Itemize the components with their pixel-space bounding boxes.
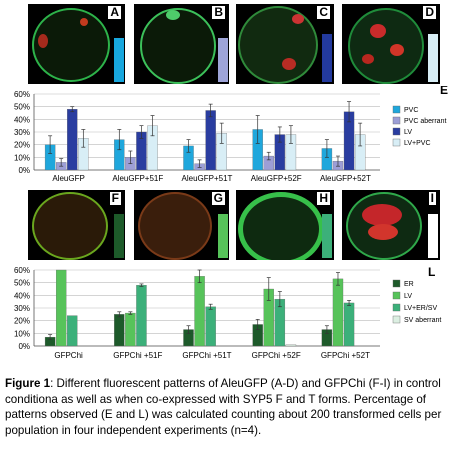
micrograph-d: D xyxy=(342,4,440,84)
micrograph-f: F xyxy=(28,190,125,260)
chart-e-label: E xyxy=(440,86,448,97)
bar-lv xyxy=(194,276,205,347)
legend-label: LV+ER/SV xyxy=(404,305,437,312)
chart-l-label: L xyxy=(428,265,435,279)
y-tick-label: 0% xyxy=(18,342,30,351)
panel-label-c: C xyxy=(317,5,330,19)
panel-label-f: F xyxy=(109,191,121,205)
legend-swatch xyxy=(392,279,401,288)
bar-lv xyxy=(332,278,344,347)
x-category-label: AleuGFP+51T xyxy=(182,174,233,183)
x-category-label: GFPChi +52T xyxy=(321,351,370,360)
bar-er xyxy=(114,314,125,347)
y-tick-label: 10% xyxy=(14,329,30,338)
x-category-label: AleuGFP xyxy=(52,174,84,183)
legend-label: ER xyxy=(404,281,414,288)
caption-figure-label: Figure 1 xyxy=(5,377,51,390)
y-tick-label: 0% xyxy=(18,166,30,175)
micrograph-h: H xyxy=(236,190,334,260)
y-tick-label: 50% xyxy=(14,279,30,288)
legend-label: PVC aberrant xyxy=(404,118,446,125)
x-category-label: GFPChi +52F xyxy=(252,351,301,360)
legend-swatch xyxy=(392,127,401,136)
caption-text: : Different fluorescent patterns of Aleu… xyxy=(5,377,442,437)
legend-swatch xyxy=(392,105,401,114)
y-tick-label: 60% xyxy=(14,266,30,275)
y-tick-label: 20% xyxy=(14,317,30,326)
bar-lv xyxy=(67,109,78,171)
bar-lv xyxy=(125,312,136,347)
micrograph-c: C xyxy=(236,4,334,84)
legend-swatch xyxy=(392,138,401,147)
y-tick-label: 10% xyxy=(14,153,30,162)
y-tick-label: 30% xyxy=(14,128,30,137)
legend-swatch xyxy=(392,116,401,125)
legend-swatch xyxy=(392,291,401,300)
y-tick-label: 40% xyxy=(14,291,30,300)
bar-lv-er-sv xyxy=(205,306,216,347)
panel-label-h: H xyxy=(317,191,330,205)
bar-lv xyxy=(55,269,67,347)
y-tick-label: 20% xyxy=(14,141,30,150)
legend-label: LV+PVC xyxy=(404,140,431,147)
y-tick-label: 40% xyxy=(14,115,30,124)
x-category-label: GFPChi +51T xyxy=(182,351,231,360)
bar-lv-er-sv xyxy=(343,302,355,347)
y-tick-label: 50% xyxy=(14,103,30,112)
panel-label-g: G xyxy=(211,191,225,205)
micrograph-b: B xyxy=(134,4,229,84)
micrograph-a: A xyxy=(28,4,125,84)
x-category-label: GFPChi +51F xyxy=(113,351,162,360)
x-category-label: GFPChi xyxy=(54,351,83,360)
panel-label-i: I xyxy=(428,191,436,205)
legend-label: PVC xyxy=(404,107,418,114)
panel-label-b: B xyxy=(212,5,225,19)
legend-label: LV xyxy=(404,293,412,300)
legend-label: SV aberrant xyxy=(404,317,441,324)
micrograph-i: I xyxy=(342,190,440,260)
bar-lv xyxy=(205,110,216,171)
x-category-label: AleuGFP+52T xyxy=(320,174,371,183)
legend-swatch xyxy=(392,303,401,312)
y-tick-label: 30% xyxy=(14,304,30,313)
x-category-label: AleuGFP+52F xyxy=(251,174,302,183)
x-category-label: AleuGFP+51F xyxy=(112,174,163,183)
chart-e: E 0% 10% 20% 30% 40% 50% 60% AleuGFP AleuGFP+51F… xyxy=(14,86,448,183)
panel-label-d: D xyxy=(423,5,436,19)
bar-lv-er-sv xyxy=(136,285,147,347)
bar-sv-aberrant xyxy=(285,344,297,347)
figure-caption: Figure 1: Different fluorescent patterns… xyxy=(5,376,461,438)
legend-swatch xyxy=(392,315,401,324)
y-tick-label: 60% xyxy=(14,90,30,99)
bar-lv-er-sv xyxy=(67,315,78,347)
panel-label-a: A xyxy=(108,5,121,19)
legend-label: LV xyxy=(404,129,412,136)
chart-l: L 0% 10% 20% 30% 40% 50% 60% GFPChi GFPChi +51F G… xyxy=(14,265,441,360)
micrograph-g: G xyxy=(134,190,229,260)
